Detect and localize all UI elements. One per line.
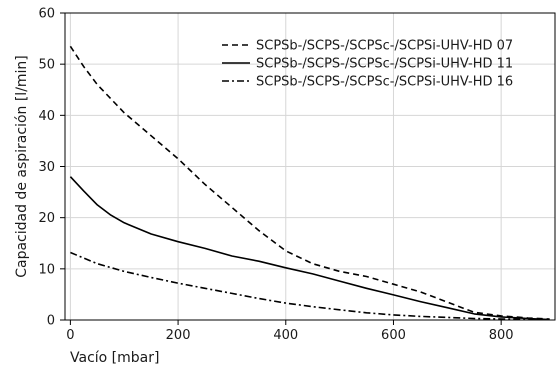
y-tick-label: 0: [47, 314, 55, 329]
axis-ticks: 0 200 400 600 800 0 10 20 30 40 50 60: [38, 7, 513, 344]
legend: SCPSb-/SCPS-/SCPSc-/SCPSi-UHV-HD 07 SCPSb…: [222, 39, 513, 90]
legend-label-1: SCPSb-/SCPS-/SCPSc-/SCPSi-UHV-HD 07: [256, 39, 513, 54]
x-tick-label: 600: [381, 328, 406, 343]
y-axis-title: Capacidad de aspiración [l/min]: [14, 55, 30, 278]
series-line-3: [70, 251, 550, 321]
x-tick-label: 400: [273, 328, 298, 343]
y-tick-label: 50: [38, 58, 55, 73]
legend-label-3: SCPSb-/SCPS-/SCPSc-/SCPSi-UHV-HD 16: [256, 75, 513, 90]
y-tick-label: 40: [38, 109, 55, 124]
legend-label-2: SCPSb-/SCPS-/SCPSc-/SCPSi-UHV-HD 11: [256, 57, 513, 72]
x-tick-label: 0: [66, 328, 74, 343]
series-line-1: [69, 45, 550, 320]
x-axis-title: Vacío [mbar]: [70, 350, 159, 366]
x-tick-label: 800: [489, 328, 514, 343]
series-line-2: [69, 176, 550, 321]
x-tick-label: 200: [166, 328, 191, 343]
y-tick-label: 10: [38, 262, 55, 277]
y-tick-label: 60: [38, 7, 55, 22]
series-lines: [69, 45, 550, 321]
y-tick-label: 20: [38, 211, 55, 226]
y-tick-label: 30: [38, 160, 55, 175]
